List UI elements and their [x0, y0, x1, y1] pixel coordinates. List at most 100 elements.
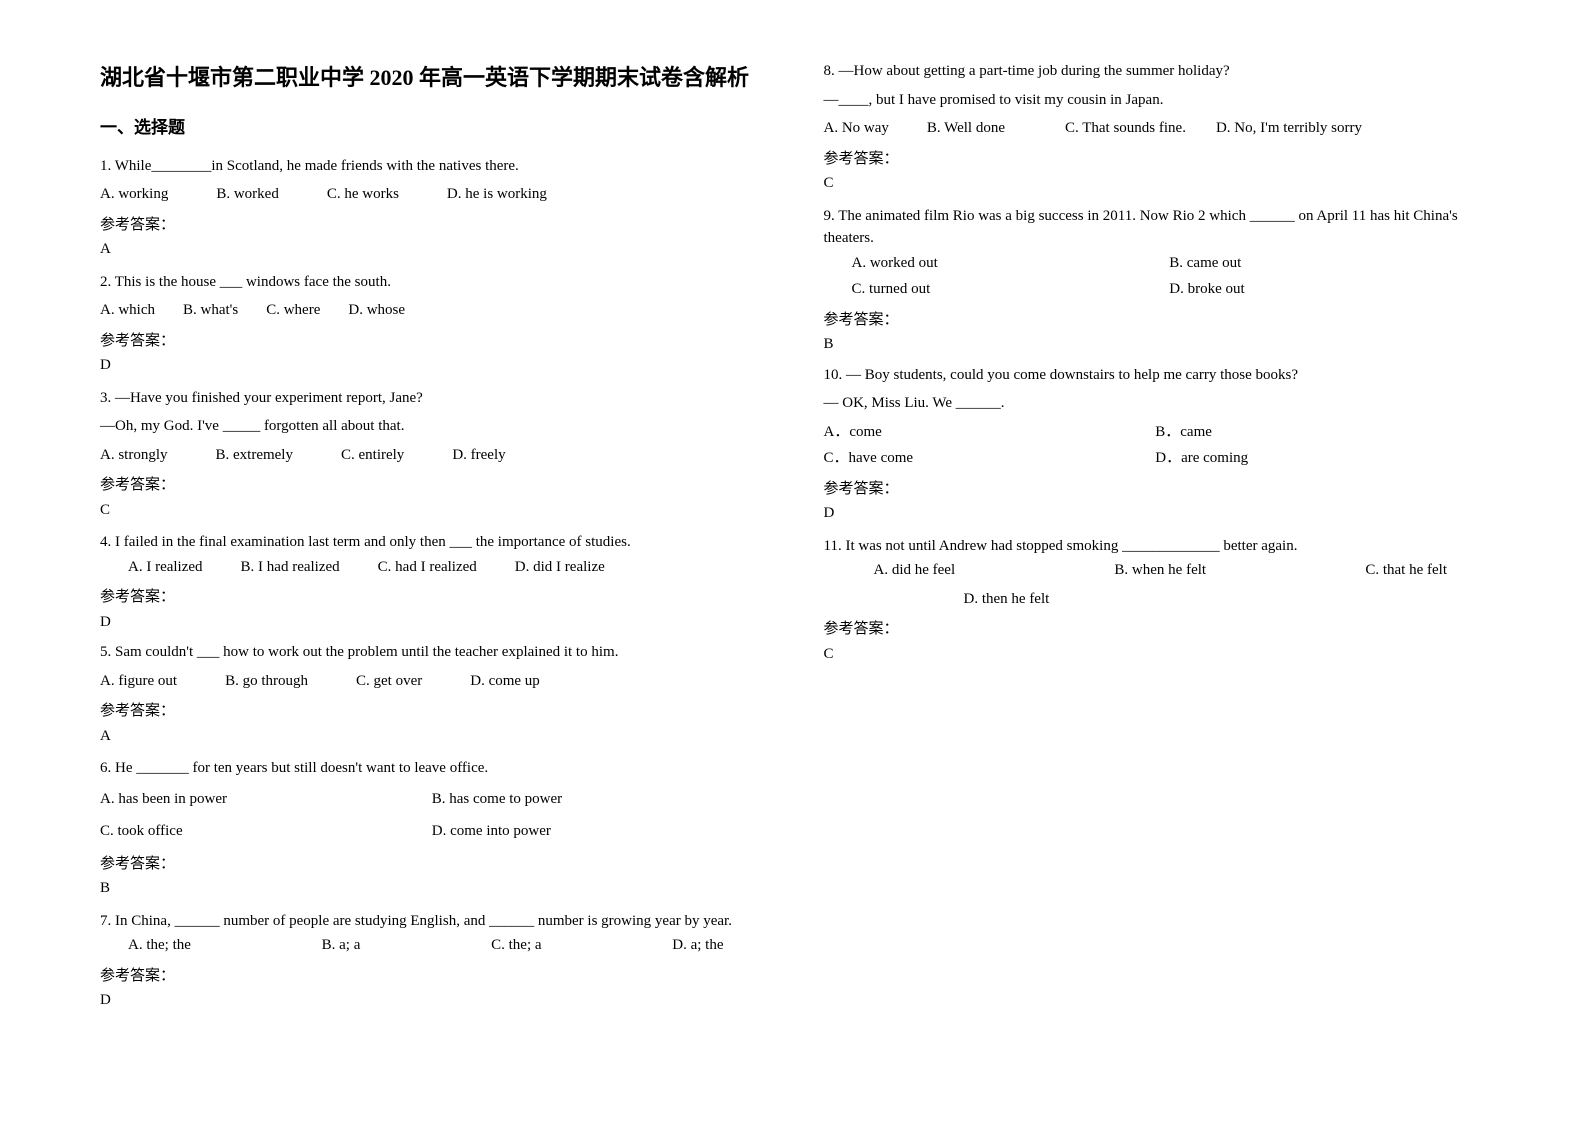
answer-value: D — [824, 502, 1488, 525]
answer-value: B — [824, 333, 1488, 356]
option-c: C. that he felt — [1365, 559, 1447, 582]
question-7: 7. In China, ______ number of people are… — [100, 910, 764, 1012]
question-text: 2. This is the house ___ windows face th… — [100, 271, 764, 294]
question-2: 2. This is the house ___ windows face th… — [100, 271, 764, 377]
options: A. the; the B. a; a C. the; a D. a; the — [100, 934, 764, 961]
option-d: D. a; the — [672, 934, 723, 957]
answer-label: 参考答案： — [824, 478, 1488, 501]
question-text: 5. Sam couldn't ___ how to work out the … — [100, 641, 764, 664]
option-a: A．come — [824, 421, 1156, 444]
answer-label: 参考答案： — [100, 853, 764, 876]
option-a: A. has been in power — [100, 788, 432, 811]
question-6-body: A. has been in power B. has come to powe… — [100, 788, 764, 900]
question-5: 5. Sam couldn't ___ how to work out the … — [100, 641, 764, 747]
question-text: 3. —Have you finished your experiment re… — [100, 387, 764, 410]
option-c: C. turned out — [852, 278, 1170, 301]
answer-label: 参考答案： — [100, 330, 764, 353]
answer-label: 参考答案： — [824, 309, 1488, 332]
option-b: B. go through — [225, 670, 308, 693]
answer-label: 参考答案： — [100, 965, 764, 988]
option-c: C. had I realized — [378, 556, 477, 579]
answer-value: A — [100, 725, 764, 748]
option-d: D. come into power — [432, 820, 764, 843]
options: A. which B. what's C. where D. whose — [100, 299, 764, 326]
answer-label: 参考答案： — [100, 214, 764, 237]
question-8: 8. —How about getting a part-time job du… — [824, 60, 1488, 195]
answer-value: D — [100, 611, 764, 634]
option-b: B. a; a — [322, 934, 361, 957]
option-c: C. the; a — [491, 934, 541, 957]
option-d: D. come up — [470, 670, 540, 693]
option-b: B. worked — [216, 183, 279, 206]
answer-value: C — [100, 499, 764, 522]
question-subtext: — OK, Miss Liu. We ______. — [824, 392, 1488, 415]
question-subtext: —Oh, my God. I've _____ forgotten all ab… — [100, 415, 764, 438]
options: A．come B．came C．have come D．are coming — [824, 421, 1488, 474]
option-d: D. No, I'm terribly sorry — [1216, 117, 1362, 140]
option-c: C. took office — [100, 820, 432, 843]
question-text: 4. I failed in the final examination las… — [100, 531, 764, 554]
option-d: D. freely — [452, 444, 505, 467]
section-header: 一、选择题 — [100, 115, 764, 141]
options-row2: D. then he felt — [824, 588, 1488, 615]
answer-label: 参考答案： — [100, 700, 764, 723]
options: A. worked out B. came out C. turned out … — [824, 252, 1488, 305]
option-d: D. he is working — [447, 183, 547, 206]
option-a: A. worked out — [852, 252, 1170, 275]
answer-label: 参考答案： — [100, 586, 764, 609]
option-c: C. That sounds fine. — [1065, 117, 1186, 140]
question-1: 1. While________in Scotland, he made fri… — [100, 155, 764, 261]
option-a: A. strongly — [100, 444, 168, 467]
option-a: A. the; the — [128, 934, 191, 957]
option-c: C. he works — [327, 183, 399, 206]
exam-page: 湖北省十堰市第二职业中学 2020 年高一英语下学期期末试卷含解析 一、选择题 … — [100, 60, 1487, 1060]
options: A. I realized B. I had realized C. had I… — [100, 556, 764, 583]
option-b: B．came — [1155, 421, 1487, 444]
options: A. has been in power B. has come to powe… — [100, 788, 764, 815]
option-b: B. extremely — [216, 444, 293, 467]
answer-label: 参考答案： — [100, 474, 764, 497]
question-text: 8. —How about getting a part-time job du… — [824, 60, 1488, 83]
options-row1: A. did he feel B. when he felt C. that h… — [824, 559, 1488, 586]
question-3: 3. —Have you finished your experiment re… — [100, 387, 764, 522]
option-c: C. where — [266, 299, 320, 322]
options: A. strongly B. extremely C. entirely D. … — [100, 444, 764, 471]
option-a: A. figure out — [100, 670, 177, 693]
question-4: 4. I failed in the final examination las… — [100, 531, 764, 633]
answer-value: D — [100, 354, 764, 377]
option-b: B. Well done — [927, 117, 1005, 140]
question-text: 1. While________in Scotland, he made fri… — [100, 155, 764, 178]
option-b: B. I had realized — [241, 556, 340, 579]
question-6-stem: 6. He _______ for ten years but still do… — [100, 757, 764, 780]
answer-value: B — [100, 877, 764, 900]
answer-value: A — [100, 238, 764, 261]
option-b: B. when he felt — [1114, 559, 1206, 582]
option-b: B. what's — [183, 299, 238, 322]
question-text: 9. The animated film Rio was a big succe… — [824, 205, 1488, 250]
option-a: A. did he feel — [874, 559, 956, 582]
answer-value: C — [824, 172, 1488, 195]
option-a: A. working — [100, 183, 168, 206]
option-c: C．have come — [824, 447, 1156, 470]
option-c: C. entirely — [341, 444, 404, 467]
question-9: 9. The animated film Rio was a big succe… — [824, 205, 1488, 356]
answer-label: 参考答案： — [824, 618, 1488, 641]
option-b: B. came out — [1169, 252, 1487, 275]
answer-label: 参考答案： — [824, 148, 1488, 171]
options: A. No way B. Well done C. That sounds fi… — [824, 117, 1488, 144]
option-a: A. I realized — [128, 556, 203, 579]
option-a: A. No way — [824, 117, 889, 140]
option-d: D. whose — [348, 299, 405, 322]
option-a: A. which — [100, 299, 155, 322]
option-b: B. has come to power — [432, 788, 764, 811]
option-d: D. did I realize — [515, 556, 605, 579]
answer-value: D — [100, 989, 764, 1012]
option-d: D．are coming — [1155, 447, 1487, 470]
question-text: 10. — Boy students, could you come downs… — [824, 364, 1488, 387]
question-11: 11. It was not until Andrew had stopped … — [824, 535, 1488, 666]
question-subtext: —____, but I have promised to visit my c… — [824, 89, 1488, 112]
question-text: 11. It was not until Andrew had stopped … — [824, 535, 1488, 558]
document-title: 湖北省十堰市第二职业中学 2020 年高一英语下学期期末试卷含解析 — [100, 60, 764, 95]
options: C. took office D. come into power — [100, 820, 764, 847]
option-d: D. then he felt — [964, 588, 1050, 611]
